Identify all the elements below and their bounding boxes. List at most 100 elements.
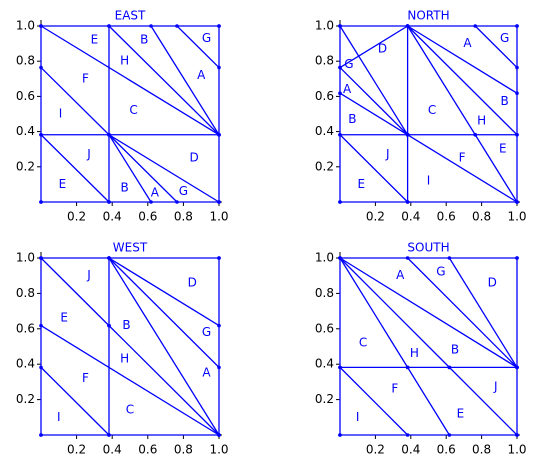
vertex xyxy=(473,132,478,137)
y-tick-label: 0.2 xyxy=(315,159,334,173)
segment xyxy=(40,366,110,436)
segment xyxy=(448,366,518,436)
region-label: F xyxy=(459,151,466,165)
vertex xyxy=(107,24,111,28)
segment xyxy=(108,134,220,203)
segment xyxy=(40,25,220,136)
region-label: C xyxy=(359,335,367,349)
vertex xyxy=(447,256,452,260)
y-tick-label: 0.6 xyxy=(315,321,334,335)
vertex xyxy=(515,132,519,137)
region-label: F xyxy=(391,381,398,395)
vertex xyxy=(515,433,519,437)
vertex xyxy=(175,200,179,204)
vertex xyxy=(175,24,179,28)
vertex xyxy=(39,200,43,204)
x-tick-label: 0.6 xyxy=(138,443,157,457)
segment xyxy=(339,67,409,136)
segment xyxy=(339,25,408,69)
segment xyxy=(339,25,409,136)
region-label: F xyxy=(82,371,89,385)
vertex xyxy=(217,433,221,437)
chart-title: NORTH xyxy=(407,9,449,23)
x-tick-label: 0.4 xyxy=(401,210,420,224)
vertex xyxy=(39,65,43,70)
y-tick-label: 1.0 xyxy=(16,251,35,265)
vertex xyxy=(338,200,342,204)
x-tick-label: 0.2 xyxy=(366,210,385,224)
y-tick-label: 0.4 xyxy=(16,124,35,138)
region-label: E xyxy=(60,311,68,325)
vertex xyxy=(515,91,519,96)
vertex xyxy=(107,256,111,260)
segment xyxy=(407,367,450,436)
vertex xyxy=(39,365,43,370)
x-tick-label: 0.6 xyxy=(437,443,456,457)
y-tick-label: 1.0 xyxy=(315,251,334,265)
y-tick-label: 1.0 xyxy=(315,19,334,33)
vertex xyxy=(39,24,43,28)
region-label: I xyxy=(59,107,63,121)
segment xyxy=(176,25,220,68)
region-label: B xyxy=(140,33,148,47)
region-label: E xyxy=(499,142,507,156)
y-tick-label: 0.4 xyxy=(315,124,334,138)
region-label: G xyxy=(179,184,188,198)
vertex xyxy=(39,132,43,137)
vertex xyxy=(338,365,342,370)
segment xyxy=(108,257,220,436)
x-tick-label: 0.4 xyxy=(401,443,420,457)
region-label: C xyxy=(126,403,134,417)
region-label: C xyxy=(428,103,436,117)
vertex xyxy=(405,256,410,260)
region-label: E xyxy=(91,33,99,47)
vertex xyxy=(405,132,410,137)
vertex xyxy=(447,365,452,370)
region-label: D xyxy=(378,41,387,55)
region-label: A xyxy=(343,82,352,96)
region-label: G xyxy=(202,31,211,45)
segment xyxy=(407,25,518,94)
region-label: E xyxy=(457,406,465,420)
region-label: H xyxy=(120,54,129,68)
vertex xyxy=(217,365,221,370)
segment xyxy=(40,325,220,436)
region-label: G xyxy=(344,57,353,71)
y-tick-label: 0.6 xyxy=(16,321,35,335)
region-label: A xyxy=(202,366,211,380)
region-label: A xyxy=(151,186,160,200)
segment xyxy=(40,134,110,203)
vertex xyxy=(405,200,410,204)
vertex xyxy=(217,200,221,204)
x-tick-label: 0.4 xyxy=(103,210,122,224)
segment xyxy=(108,134,178,203)
region-label: F xyxy=(82,71,89,85)
segment xyxy=(108,325,220,436)
vertex xyxy=(515,65,519,70)
vertex xyxy=(107,132,111,137)
segment xyxy=(108,134,152,203)
x-tick-label: 0.6 xyxy=(437,210,456,224)
segment xyxy=(407,134,518,203)
y-tick-label: 0.4 xyxy=(16,357,35,371)
segment xyxy=(339,257,409,368)
segment xyxy=(40,67,110,136)
vertex xyxy=(515,24,519,28)
vertex xyxy=(217,132,221,137)
region-label: E xyxy=(59,177,67,191)
chart-title: EAST xyxy=(115,9,146,23)
vertex xyxy=(515,256,519,260)
x-tick-label: 0.6 xyxy=(138,210,157,224)
region-label: B xyxy=(121,180,129,194)
vertex xyxy=(473,24,478,28)
vertex xyxy=(338,132,342,137)
x-tick-label: 0.8 xyxy=(472,443,491,457)
x-tick-label: 1.0 xyxy=(209,210,228,224)
y-tick-label: 0.8 xyxy=(315,54,334,68)
segment xyxy=(474,25,518,68)
region-label: J xyxy=(86,147,91,161)
segment xyxy=(150,25,220,136)
vertex xyxy=(338,91,342,96)
y-tick-label: 0.8 xyxy=(16,286,35,300)
